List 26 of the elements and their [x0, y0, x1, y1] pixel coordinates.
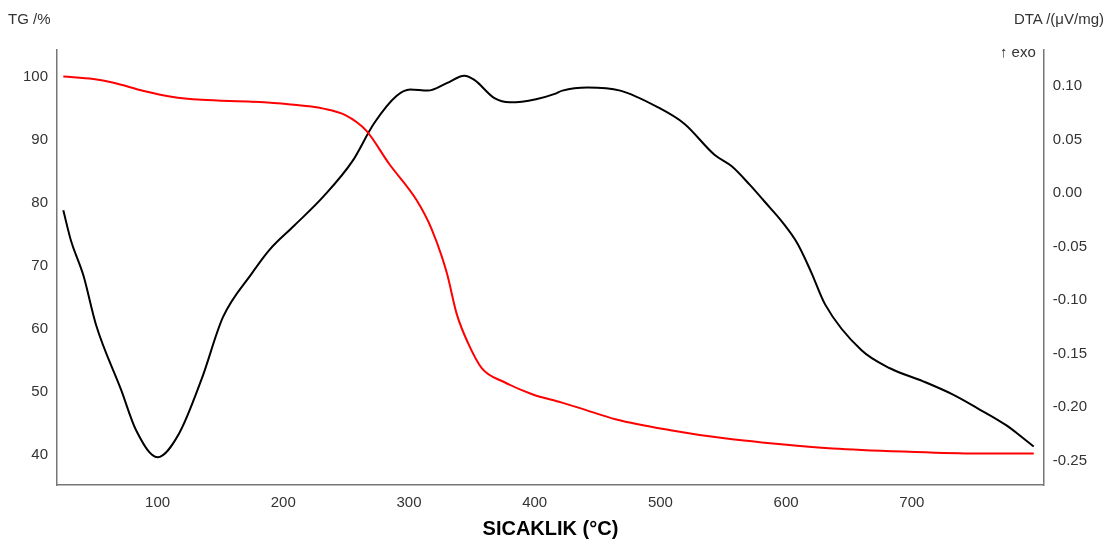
y-tick-label: 60	[31, 318, 49, 336]
y2-axis-title: DTA /(μV/mg)	[1013, 10, 1104, 27]
y-tick-label: 90	[31, 129, 49, 147]
y-tick-label: 50	[31, 381, 49, 399]
y2-tick-label: -0.20	[1052, 397, 1088, 415]
x-tick-label: 400	[522, 493, 548, 511]
y2-tick-label: -0.05	[1052, 236, 1088, 254]
x-tick-label: 500	[647, 493, 673, 511]
x-tick-label: 300	[396, 493, 422, 511]
y-tick-label: 100	[23, 66, 49, 84]
y2-tick-label: -0.10	[1052, 290, 1088, 308]
y2-tick-label: 0.05	[1052, 129, 1083, 147]
x-tick-label: 700	[899, 493, 925, 511]
annotation: ↑ exo	[999, 43, 1036, 60]
y2-tick-label: -0.25	[1052, 450, 1088, 468]
x-tick-label: 100	[145, 493, 171, 511]
y-tick-label: 40	[31, 444, 49, 462]
y-tick-label: 70	[31, 255, 49, 273]
y2-tick-label: 0.10	[1052, 76, 1083, 94]
y-tick-label: 80	[31, 192, 49, 210]
x-tick-label: 200	[270, 493, 296, 511]
y-axis-title: TG /%	[8, 10, 51, 27]
y2-tick-label: 0.00	[1052, 183, 1083, 201]
x-axis-title: SICAKLIK (°C)	[482, 516, 619, 539]
y2-tick-label: -0.15	[1052, 343, 1088, 361]
x-tick-label: 600	[773, 493, 799, 511]
